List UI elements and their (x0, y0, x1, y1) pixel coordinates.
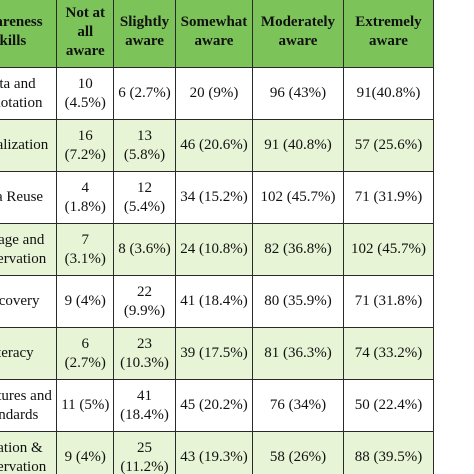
table-row: Structures and Standards 11 (5%) 41 (18.… (0, 379, 435, 432)
table-row: Data Reuse 4 (1.8%) 12 (5.4%) 34 (15.2%)… (0, 171, 435, 224)
skill-cell: Visualization (0, 119, 58, 172)
table-row: Data and Annotation 10 (4.5%) 6 (2.7%) 2… (0, 67, 435, 120)
table-row: Discovery 9 (4%) 22 (9.9%) 41 (18.4%) 80… (0, 275, 435, 328)
value-cell: 81 (36.3%) (252, 327, 344, 380)
value-cell: 39 (17.5%) (174, 327, 254, 380)
value-cell: 96 (43%) (252, 67, 344, 120)
value-cell: 23 (10.3%) (113, 327, 176, 380)
value-cell: 76 (34%) (252, 379, 344, 432)
value-cell: 102 (45.7%) (342, 223, 435, 276)
value-cell: 71 (31.8%) (342, 275, 435, 328)
value-cell: 45 (20.2%) (174, 379, 254, 432)
value-cell: 58 (26%) (252, 431, 344, 474)
value-cell: 41 (18.4%) (113, 379, 176, 432)
value-cell: 82 (36.8%) (252, 223, 344, 276)
header-extremely-aware: Extremely aware (342, 0, 435, 68)
value-cell: 41 (18.4%) (174, 275, 254, 328)
table-row: Storage and Preservation 7 (3.1%) 8 (3.6… (0, 223, 435, 276)
value-cell: 6 (2.7%) (113, 67, 176, 120)
value-cell: 10 (4.5%) (56, 67, 115, 120)
awareness-skills-table: Awareness Skills Not at all aware Slight… (0, 0, 435, 474)
value-cell: 16 (7.2%) (56, 119, 115, 172)
value-cell: 80 (35.9%) (252, 275, 344, 328)
header-skills: Awareness Skills (0, 0, 58, 68)
table-row: Literacy 6 (2.7%) 23 (10.3%) 39 (17.5%) … (0, 327, 435, 380)
value-cell: 22 (9.9%) (113, 275, 176, 328)
value-cell: 20 (9%) (174, 67, 254, 120)
value-cell: 91 (40.8%) (252, 119, 344, 172)
value-cell: 43 (19.3%) (174, 431, 254, 474)
value-cell: 7 (3.1%) (56, 223, 115, 276)
value-cell: 9 (4%) (56, 275, 115, 328)
value-cell: 102 (45.7%) (252, 171, 344, 224)
table-row: Curation & Preservation 9 (4%) 25 (11.2%… (0, 431, 435, 474)
value-cell: 74 (33.2%) (342, 327, 435, 380)
value-cell: 88 (39.5%) (342, 431, 435, 474)
value-cell: 25 (11.2%) (113, 431, 176, 474)
skill-cell: Storage and Preservation (0, 223, 58, 276)
skill-cell: Structures and Standards (0, 379, 58, 432)
value-cell: 46 (20.6%) (174, 119, 254, 172)
value-cell: 34 (15.2%) (174, 171, 254, 224)
value-cell: 12 (5.4%) (113, 171, 176, 224)
value-cell: 8 (3.6%) (113, 223, 176, 276)
table-row: Visualization 16 (7.2%) 13 (5.8%) 46 (20… (0, 119, 435, 172)
value-cell: 4 (1.8%) (56, 171, 115, 224)
skill-cell: Literacy (0, 327, 58, 380)
value-cell: 91(40.8%) (342, 67, 435, 120)
header-slightly-aware: Slightly aware (113, 0, 176, 68)
skill-cell: Curation & Preservation (0, 431, 58, 474)
header-moderately-aware: Moderately aware (252, 0, 344, 68)
skill-cell: Data Reuse (0, 171, 58, 224)
value-cell: 24 (10.8%) (174, 223, 254, 276)
value-cell: 71 (31.9%) (342, 171, 435, 224)
value-cell: 13 (5.8%) (113, 119, 176, 172)
value-cell: 6 (2.7%) (56, 327, 115, 380)
skill-cell: Discovery (0, 275, 58, 328)
skill-cell: Data and Annotation (0, 67, 58, 120)
value-cell: 57 (25.6%) (342, 119, 435, 172)
header-row: Awareness Skills Not at all aware Slight… (0, 0, 435, 68)
value-cell: 50 (22.4%) (342, 379, 435, 432)
header-not-at-all-aware: Not at all aware (56, 0, 115, 68)
value-cell: 11 (5%) (56, 379, 115, 432)
value-cell: 9 (4%) (56, 431, 115, 474)
header-somewhat-aware: Somewhat aware (174, 0, 254, 68)
